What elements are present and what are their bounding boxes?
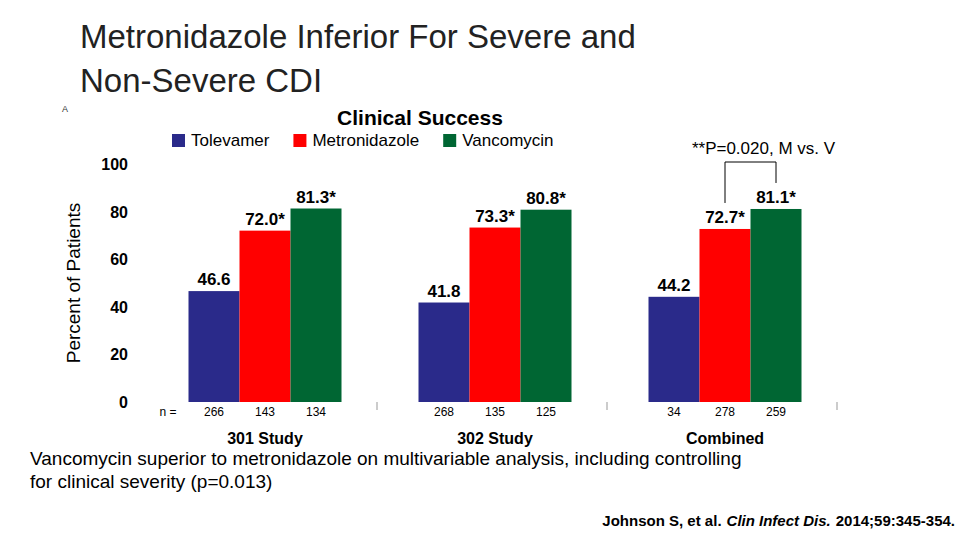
data-label: 73.3* [475, 207, 515, 226]
bar [521, 210, 572, 402]
bar [419, 303, 470, 402]
slide: Metronidazole Inferior For Severe and Non… [0, 0, 960, 540]
group-separator [607, 402, 608, 410]
bracket-line [725, 162, 776, 163]
panel-label: A [62, 104, 68, 114]
y-tick-label: 80 [110, 204, 128, 221]
n-value: 278 [715, 405, 735, 419]
bar [751, 209, 802, 402]
bar [649, 297, 700, 402]
citation-part: 2014;59:345-354. [836, 512, 955, 529]
y-tick-label: 100 [101, 156, 128, 173]
citation-part: Johnson S, et al. [602, 512, 721, 529]
legend-label: Metronidazole [312, 131, 419, 150]
legend-swatch [172, 134, 185, 147]
bar [700, 229, 751, 402]
n-value: 135 [485, 405, 505, 419]
n-value: 259 [766, 405, 786, 419]
y-tick-label: 0 [119, 394, 128, 411]
legend: Tolevamer Metronidazole Vancomycin [172, 131, 554, 150]
n-value: 268 [434, 405, 454, 419]
n-value: 125 [536, 405, 556, 419]
data-label: 72.0* [245, 210, 285, 229]
bracket-line [725, 162, 726, 203]
group-separator [837, 402, 838, 410]
bracket [725, 162, 776, 203]
slide-title: Non-Severe CDI [80, 62, 322, 99]
legend-swatch [443, 134, 456, 147]
data-label: 41.8 [427, 282, 460, 301]
bracket-line [776, 162, 777, 183]
data-label: 80.8* [526, 189, 566, 208]
footnote: Vancomycin superior to metronidazole on … [30, 448, 741, 469]
category-label: 302 Study [457, 430, 533, 447]
n-value: 143 [255, 405, 275, 419]
legend-swatch [293, 134, 306, 147]
n-value: 266 [204, 405, 224, 419]
category-label: 301 Study [227, 430, 303, 447]
data-label: 81.1* [756, 188, 796, 207]
n-value: 34 [667, 405, 681, 419]
bar [240, 231, 291, 402]
legend-label: Tolevamer [191, 131, 270, 150]
y-tick-label: 20 [110, 346, 128, 363]
data-label: 72.7* [705, 208, 745, 227]
bar [189, 291, 240, 402]
bar [291, 209, 342, 402]
citation: Johnson S, et al. Clin Infect Dis. 2014;59… [602, 512, 955, 529]
bars [189, 209, 802, 402]
annotation: **P=0.020, M vs. V [692, 139, 836, 158]
data-label: 44.2 [657, 276, 690, 295]
n-value: 134 [306, 405, 326, 419]
slide-title: Metronidazole Inferior For Severe and [80, 18, 636, 55]
y-axis-label: Percent of Patients [63, 203, 84, 364]
legend-label: Vancomycin [462, 131, 553, 150]
chart-title: Clinical Success [337, 106, 503, 129]
citation-part: Clin Infect Dis. [727, 512, 831, 529]
bar [470, 228, 521, 402]
data-label: 81.3* [296, 188, 336, 207]
category-label: Combined [686, 430, 764, 447]
y-tick-label: 60 [110, 251, 128, 268]
y-tick-label: 40 [110, 299, 128, 316]
n-label: n = [159, 405, 176, 419]
footnote: for clinical severity (p=0.013) [30, 471, 272, 492]
data-label: 46.6 [197, 270, 230, 289]
group-separator [377, 402, 378, 410]
